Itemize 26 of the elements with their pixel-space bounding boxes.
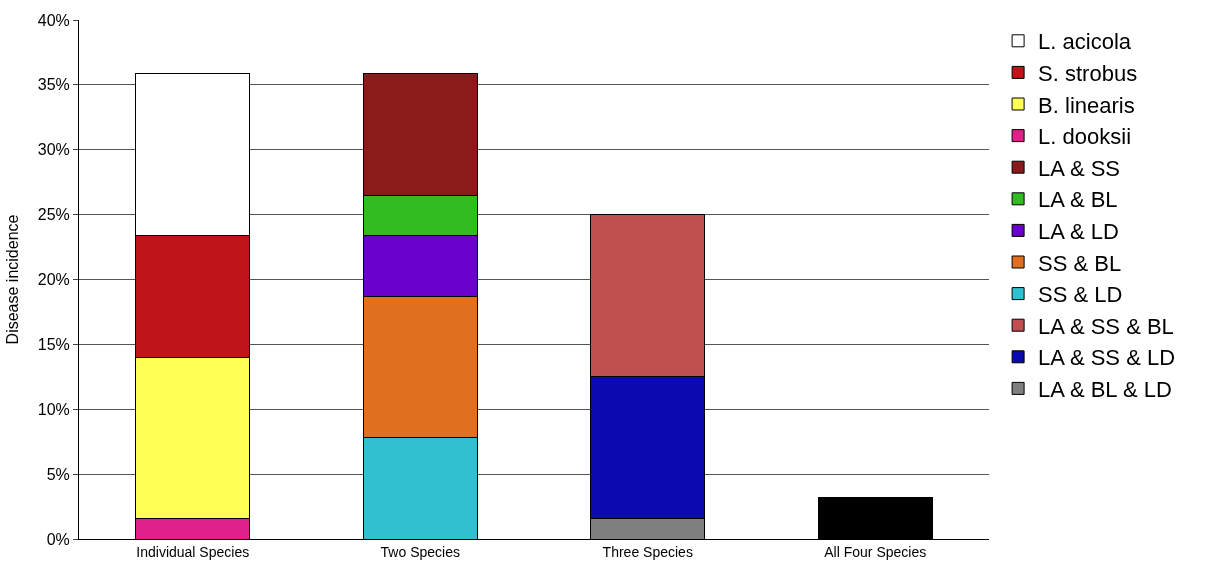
legend-label: LA & LD (1038, 218, 1119, 244)
legend-label: S. strobus (1038, 60, 1138, 86)
legend-label: L. dooksii (1038, 124, 1132, 150)
y-tick-label: 10% (37, 400, 70, 418)
legend-label: L. acicola (1038, 29, 1132, 55)
y-tick-label: 0% (46, 530, 70, 548)
y-tick-label: 20% (37, 271, 70, 289)
y-tick-label: 25% (37, 206, 70, 224)
y-axis-title: Disease incidence (3, 214, 21, 345)
x-tick-label: Two Species (380, 543, 460, 560)
y-tick-label: 35% (37, 76, 70, 94)
x-tick-label: All Four Species (824, 543, 927, 560)
legend-label: LA & BL (1038, 187, 1118, 213)
legend-label: SS & BL (1038, 250, 1122, 276)
y-tick-label: 30% (37, 141, 70, 159)
legend-label: SS & LD (1038, 282, 1123, 308)
x-tick-label: Individual Species (136, 543, 250, 560)
legend-label: LA & BL & LD (1038, 376, 1172, 402)
y-tick-label: 5% (46, 465, 70, 483)
x-tick-label: Three Species (602, 543, 693, 560)
legend-label: LA & SS & BL (1038, 313, 1174, 339)
y-tick-label: 15% (37, 335, 70, 353)
legend-label: LA & SS (1038, 155, 1121, 181)
legend-label: LA & SS & LD (1038, 345, 1176, 371)
y-tick-label: 40% (37, 11, 70, 29)
legend-label: B. linearis (1038, 92, 1135, 118)
